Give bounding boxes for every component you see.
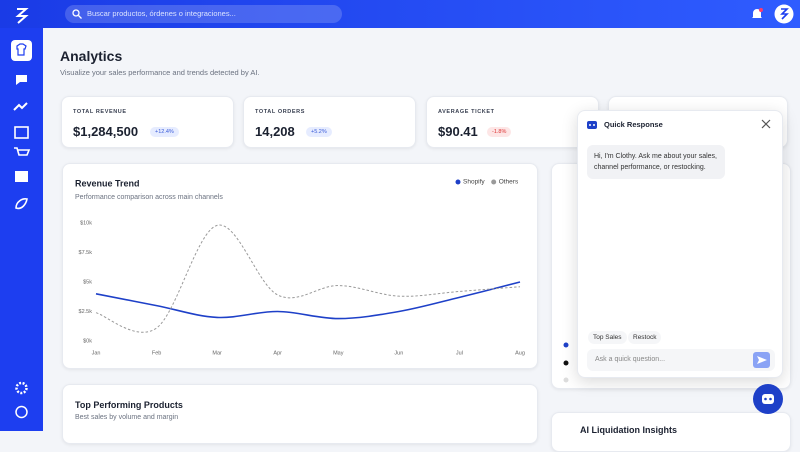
chart: Revenue Trend Performance comparison acr…	[75, 178, 525, 356]
x-tick-label: Aug	[515, 350, 525, 356]
kpi-value: $90.41	[438, 124, 478, 139]
quick-chip[interactable]: Top Sales	[588, 331, 627, 344]
nav-inventory[interactable]	[14, 126, 29, 139]
y-tick-label: $0k	[83, 338, 92, 344]
logo	[15, 8, 29, 24]
chat-fab[interactable]	[752, 383, 784, 415]
card-title: AI Liquidation Insights	[580, 425, 677, 435]
products-card: Top Performing Products Best sales by vo…	[62, 384, 538, 444]
x-tick-label: Jun	[394, 350, 403, 356]
nav-eco[interactable]	[15, 198, 28, 210]
card-title: Top Performing Products	[75, 400, 183, 410]
chat-panel: Quick Response Hi, I'm Clothy. Ask me ab…	[577, 110, 783, 378]
y-tick-label: $10k	[80, 220, 92, 226]
legend-marker	[455, 179, 461, 185]
kpi-card: TOTAL ORDERS 14,208 +5.2%	[243, 96, 416, 148]
search-placeholder: Buscar productos, órdenes o integracione…	[87, 9, 236, 18]
nav-factory[interactable]	[15, 171, 28, 182]
send-button[interactable]	[753, 352, 770, 368]
kpi-label: TOTAL ORDERS	[255, 109, 305, 115]
kpi-label: AVERAGE TICKET	[438, 109, 495, 115]
x-tick-label: Apr	[273, 350, 282, 356]
input-placeholder: Ask a quick question...	[595, 356, 666, 363]
chat-title: Quick Response	[604, 120, 663, 129]
kpi-change: +5.2%	[306, 127, 332, 137]
x-tick-label: Mar	[212, 350, 222, 356]
nav-active[interactable]	[11, 40, 32, 61]
y-tick-label: $7.5k	[79, 250, 93, 256]
nav-messages[interactable]	[16, 75, 27, 85]
page-title: Analytics	[60, 48, 123, 64]
line-series	[95, 281, 521, 320]
nav-icons	[11, 40, 32, 419]
legend-label: Shopify	[463, 179, 485, 186]
nav-settings[interactable]	[15, 381, 28, 395]
nav-help[interactable]	[15, 405, 28, 419]
avatar[interactable]	[774, 4, 794, 24]
y-tick-label: $2.5k	[79, 309, 93, 315]
search-box[interactable]: Buscar productos, órdenes o integracione…	[65, 5, 342, 23]
notifications[interactable]	[750, 7, 764, 21]
line-series	[95, 224, 521, 333]
kpi-value: 14,208	[255, 124, 295, 139]
kpi-change: -1.8%	[487, 127, 512, 137]
sidebar	[0, 28, 43, 431]
close-button[interactable]	[761, 119, 771, 129]
x-tick-label: Feb	[152, 350, 161, 356]
chart-subtitle: Performance comparison across main chann…	[75, 194, 223, 201]
top-bar: Buscar productos, órdenes o integracione…	[0, 0, 800, 28]
quick-chip[interactable]: Restock	[628, 331, 662, 344]
x-tick-label: Jan	[92, 350, 101, 356]
chart-title: Revenue Trend	[75, 178, 140, 188]
card-subtitle: Best sales by volume and margin	[75, 414, 179, 421]
legend-marker	[491, 179, 497, 185]
x-tick-label: May	[333, 350, 344, 356]
kpi-card: AVERAGE TICKET $90.41 -1.8%	[426, 96, 599, 148]
kpi-value: $1,284,500	[73, 124, 139, 139]
chat-icon	[587, 121, 597, 129]
legend-label: Others	[499, 179, 519, 186]
y-tick-label: $5k	[83, 279, 92, 285]
chart-card: Revenue Trend Performance comparison acr…	[62, 163, 538, 369]
kpi-change: +12.4%	[150, 127, 179, 137]
insights-card: AI Liquidation Insights	[551, 412, 791, 452]
x-tick-label: Jul	[456, 350, 463, 356]
nav-analytics[interactable]	[13, 102, 28, 111]
chat-message: Hi, I'm Clothy. Ask me about your sales,…	[587, 145, 725, 179]
nav-cart[interactable]	[14, 147, 31, 156]
chat-input[interactable]: Ask a quick question...	[587, 349, 775, 371]
page-subtitle: Visualize your sales performance and tre…	[60, 68, 260, 77]
kpi-label: TOTAL REVENUE	[73, 109, 127, 115]
kpi-card: TOTAL REVENUE $1,284,500 +12.4%	[61, 96, 234, 148]
